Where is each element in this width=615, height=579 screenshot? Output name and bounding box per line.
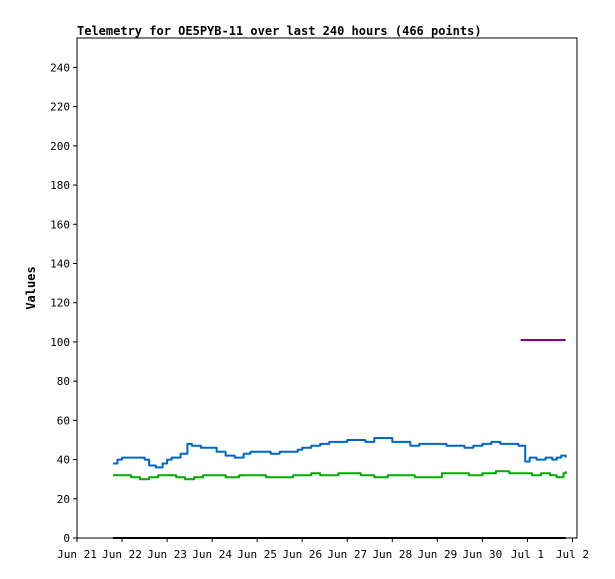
series-line-1 (113, 437, 567, 469)
y-tick-label: 220 (50, 101, 70, 114)
chart-title: Telemetry for OE5PYB-11 over last 240 ho… (77, 24, 482, 38)
y-tick-label: 240 (50, 61, 70, 74)
plot-area (76, 37, 578, 539)
x-tick-label: Jul 1 (511, 548, 544, 561)
y-tick-label: 200 (50, 140, 70, 153)
x-tick-label: Jun 27 (327, 548, 367, 561)
x-tick-label: Jul 2 (556, 548, 589, 561)
x-tick-label: Jun 23 (147, 548, 187, 561)
y-tick-label: 40 (57, 454, 70, 467)
y-tick-label: 100 (50, 336, 70, 349)
y-tick-label: 20 (57, 493, 70, 506)
x-tick-label: Jun 30 (463, 548, 503, 561)
series-line-2 (113, 470, 567, 481)
series-layer (113, 339, 567, 539)
y-tick-label: 160 (50, 218, 70, 231)
x-tick-label: Jun 25 (237, 548, 277, 561)
y-tick-label: 60 (57, 414, 70, 427)
y-tick-label: 140 (50, 257, 70, 270)
x-tick-label: Jun 21 (57, 548, 97, 561)
y-axis-label: Values (24, 266, 38, 309)
x-tick-label: Jun 29 (417, 548, 457, 561)
y-tick-label: 120 (50, 297, 70, 310)
x-tick-label: Jun 24 (192, 548, 232, 561)
axes: 0 20 40 60 80 100 120 140 160 180 200 220 240 Jun 21 J… (50, 61, 589, 561)
x-tick-label: Jun 28 (372, 548, 412, 561)
y-tick-label: 80 (57, 375, 70, 388)
y-tick-label: 0 (63, 532, 70, 545)
x-tick-label: Jun 26 (282, 548, 322, 561)
y-tick-label: 180 (50, 179, 70, 192)
x-tick-label: Jun 22 (102, 548, 142, 561)
